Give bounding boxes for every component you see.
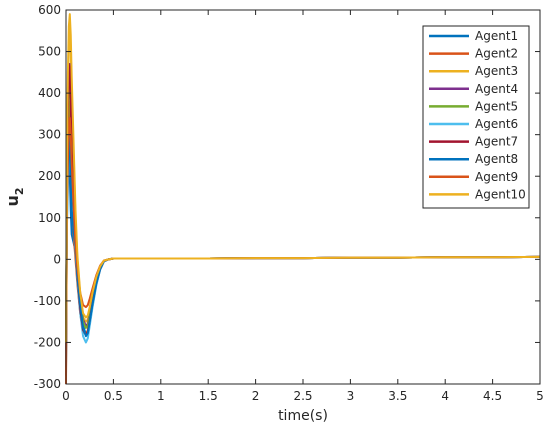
y-tick-label: -100 [34,294,61,308]
x-axis-label: time(s) [278,408,328,424]
y-tick-label: 400 [38,86,61,100]
series-line-agent10 [65,13,541,343]
y-tick-label: -200 [34,335,61,349]
x-tick-label: 3 [347,389,355,403]
legend-label-agent6: Agent6 [475,117,518,131]
legend-label-agent8: Agent8 [475,152,518,166]
legend-label-agent3: Agent3 [475,64,518,78]
legend-label-agent5: Agent5 [475,99,518,113]
y-axis-label: u2 [3,187,26,206]
x-tick-label: 4 [441,389,449,403]
x-tick-label: 1.5 [199,389,218,403]
y-tick-label: 300 [38,128,61,142]
x-tick-label: 0 [62,389,70,403]
x-tick-label: 1 [157,389,165,403]
ticks-layer: 0 0.5 1 1.5 2 2.5 3 3.5 4 4.5 5 -300 -200 -100 0 100 200… [34,3,544,403]
y-tick-label: 100 [38,211,61,225]
legend-label-agent7: Agent7 [475,135,518,149]
legend-label-agent2: Agent2 [475,47,518,61]
y-tick-label: 500 [38,45,61,59]
legend: Agent1 Agent2 Agent3 Agent4 Agent5 Agent6 Agen… [422,25,530,209]
x-tick-label: 4.5 [483,389,502,403]
x-tick-label: 2.5 [293,389,312,403]
x-tick-label: 0.5 [104,389,123,403]
legend-label-agent10: Agent10 [475,187,526,201]
y-tick-label: 200 [38,169,61,183]
y-tick-label: -300 [34,377,61,391]
y-axis-label-main: u [3,195,22,206]
legend-label-agent1: Agent1 [475,29,518,43]
y-tick-label: 600 [38,3,61,17]
y-tick-label: 0 [53,252,61,266]
legend-label-agent9: Agent9 [475,170,518,184]
x-tick-label: 2 [252,389,260,403]
y-axis-label-subscript: 2 [13,187,26,195]
series-layer [65,13,541,385]
legend-label-agent4: Agent4 [475,82,518,96]
x-tick-label: 5 [536,389,544,403]
x-tick-label: 3.5 [388,389,407,403]
